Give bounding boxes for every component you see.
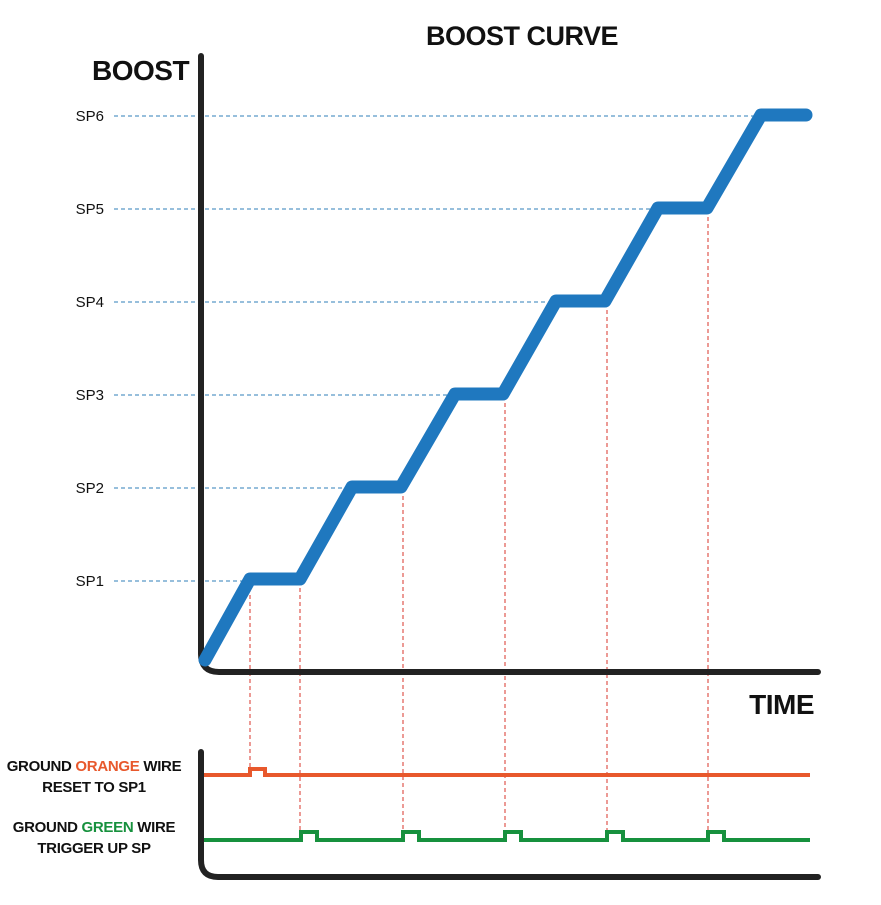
green-wire-signal [204,830,810,842]
orange-wire-color-word: ORANGE [75,758,139,775]
setpoint-label-sp3: SP3 [76,387,104,404]
setpoint-labels: SP1 SP2 SP3 SP4 SP5 SP6 [76,108,104,590]
setpoint-guides [114,115,761,582]
diagram-title: BOOST CURVE [426,21,618,51]
green-wire-label: GROUND GREEN WIRE [13,819,176,836]
orange-wire-function: RESET TO SP1 [42,779,146,796]
orange-wire-prefix: GROUND [7,758,76,775]
x-axis-title: TIME [749,689,814,720]
wire-signal-axes [198,749,821,880]
pulse-guides [249,210,709,834]
green-wire-color-word: GREEN [82,819,134,836]
setpoint-label-sp1: SP1 [76,573,104,590]
setpoint-label-sp6: SP6 [76,108,104,125]
orange-wire-label: GROUND ORANGE WIRE [7,758,182,775]
orange-wire-signal [204,767,810,777]
orange-wire-suffix: WIRE [139,758,181,775]
setpoint-label-sp5: SP5 [76,201,104,218]
setpoint-label-sp2: SP2 [76,480,104,497]
green-wire-prefix: GROUND [13,819,82,836]
green-wire-function: TRIGGER UP SP [37,840,151,857]
green-wire-suffix: WIRE [133,819,175,836]
y-axis-title: BOOST [92,55,189,86]
boost-curve-line [198,108,813,667]
setpoint-label-sp4: SP4 [76,294,104,311]
